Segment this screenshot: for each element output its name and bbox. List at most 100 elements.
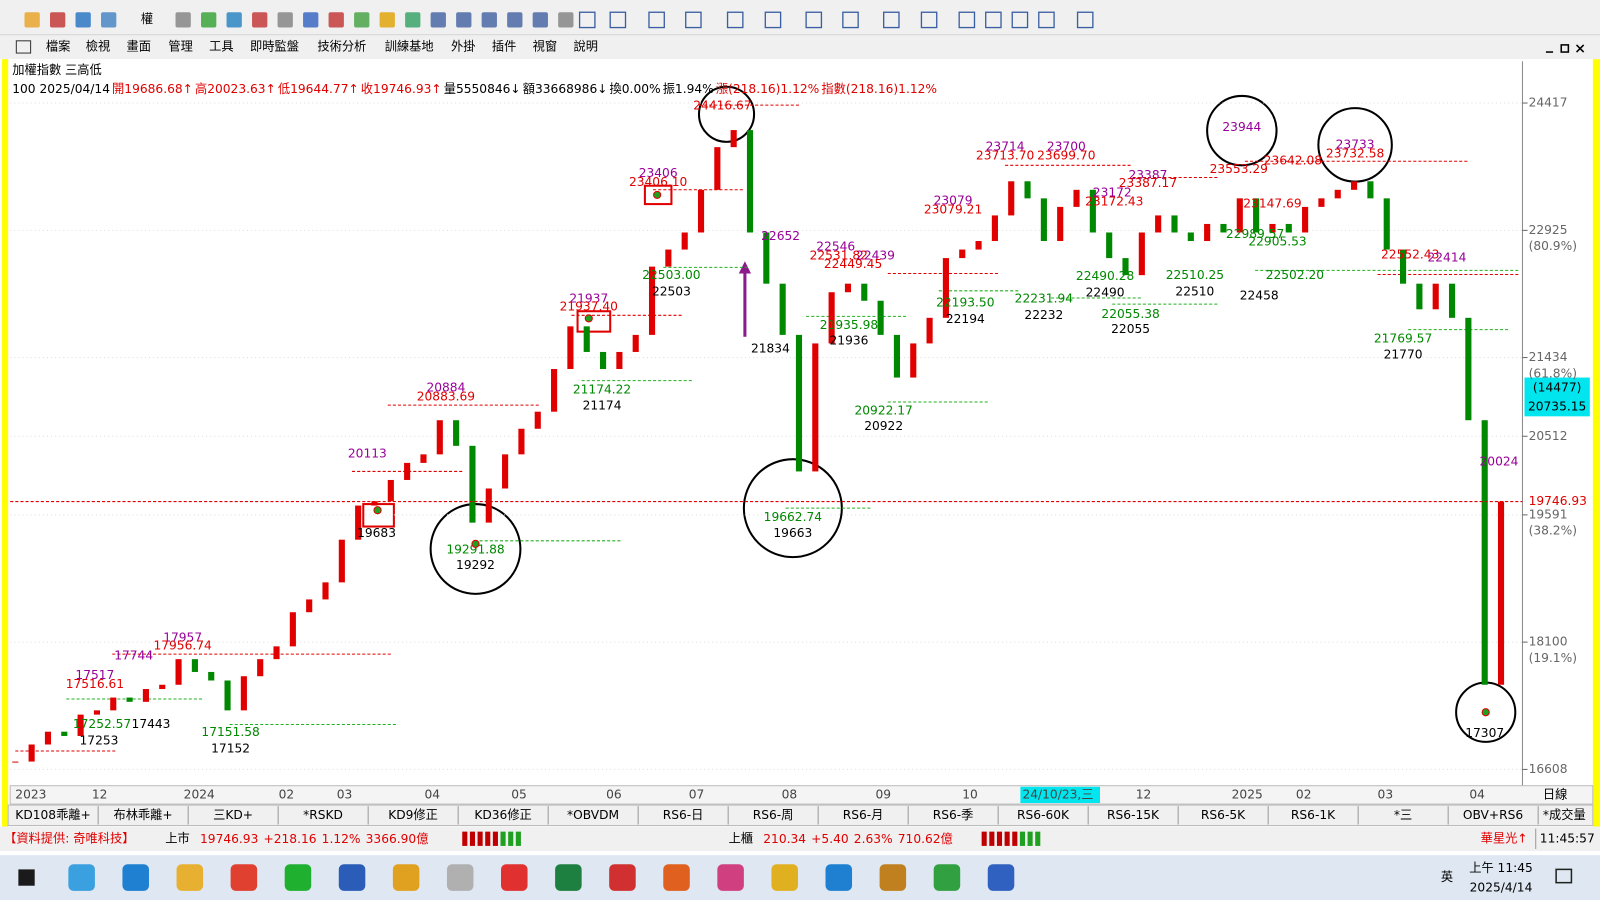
- tab[interactable]: *RSKD: [303, 808, 343, 822]
- tab[interactable]: RS6-5K: [1201, 808, 1246, 822]
- toolbar-icon[interactable]: [226, 12, 242, 28]
- toolbar-icon[interactable]: [201, 12, 217, 28]
- taskbar-icon[interactable]: [879, 864, 907, 891]
- taskbar-icon[interactable]: [230, 864, 258, 891]
- taskbar-icon[interactable]: [825, 864, 853, 891]
- toolbar-icon[interactable]: [842, 11, 859, 29]
- start-button[interactable]: [18, 869, 35, 886]
- taskbar-ime[interactable]: 英: [1441, 870, 1453, 884]
- taskbar-icon[interactable]: [122, 864, 149, 891]
- toolbar-icon[interactable]: [764, 11, 782, 29]
- toolbar-icon[interactable]: [1076, 11, 1094, 29]
- candle: [273, 646, 280, 660]
- toolbar-icon[interactable]: [481, 12, 497, 28]
- toolbar-icon[interactable]: [101, 12, 117, 28]
- toolbar-icon[interactable]: [958, 11, 976, 29]
- menu-item[interactable]: 工具: [209, 39, 233, 53]
- tab[interactable]: KD108乖離+: [15, 808, 91, 822]
- menu-item[interactable]: 訓練基地: [385, 38, 434, 53]
- toolbar-icon[interactable]: [175, 12, 191, 28]
- toolbar-icon[interactable]: [726, 11, 744, 29]
- tab[interactable]: KD9修正: [388, 807, 438, 822]
- toolbar-icon[interactable]: [883, 11, 900, 29]
- toolbar-icon[interactable]: [303, 12, 319, 28]
- toolbar-icon[interactable]: [50, 12, 66, 28]
- toolbar-icon[interactable]: [805, 11, 823, 29]
- tab[interactable]: *三: [1394, 808, 1412, 822]
- toolbar-icon[interactable]: [75, 12, 91, 28]
- toolbar-icon[interactable]: [354, 12, 370, 28]
- tab[interactable]: RS6-15K: [1107, 808, 1160, 822]
- taskbar-date[interactable]: 2025/4/14: [1470, 880, 1533, 894]
- taskbar-icon[interactable]: [609, 864, 636, 891]
- tab[interactable]: RS6-月: [843, 808, 884, 822]
- notification-icon[interactable]: [1555, 868, 1573, 884]
- toolbar-icon[interactable]: [648, 11, 665, 29]
- tab[interactable]: RS6-季: [933, 808, 974, 822]
- taskbar-icon[interactable]: [717, 864, 744, 891]
- toolbar-icon[interactable]: [24, 12, 40, 28]
- x-tick-label: 05: [511, 787, 527, 801]
- toolbar-icon[interactable]: [1011, 11, 1029, 29]
- toolbar-icon[interactable]: [685, 11, 702, 29]
- menu-item[interactable]: 檔案: [46, 38, 70, 53]
- tab[interactable]: *成交量: [1543, 807, 1586, 822]
- menu-item[interactable]: 視窗: [533, 38, 557, 53]
- taskbar-icon[interactable]: [176, 864, 204, 891]
- info-item: 額33668986↓: [523, 81, 608, 95]
- toolbar-icon[interactable]: [532, 12, 548, 28]
- status-bar-glyph: [462, 831, 468, 846]
- taskbar-icon[interactable]: [392, 864, 420, 891]
- toolbar-icon[interactable]: [985, 11, 1002, 29]
- menu-item[interactable]: 插件: [492, 39, 516, 53]
- taskbar-icon[interactable]: [555, 864, 582, 891]
- taskbar-icon[interactable]: [68, 864, 95, 891]
- info-item: 換0.00%: [610, 81, 661, 95]
- toolbar-icon[interactable]: [430, 12, 446, 28]
- toolbar-icon[interactable]: [456, 12, 472, 28]
- toolbar-icon[interactable]: [328, 12, 344, 28]
- taskbar-icon[interactable]: [987, 864, 1015, 891]
- taskbar-icon[interactable]: [338, 864, 366, 891]
- taskbar-icon[interactable]: [771, 864, 798, 891]
- toolbar-label[interactable]: 權: [141, 12, 153, 26]
- toolbar-icon[interactable]: [920, 11, 938, 29]
- menu-item[interactable]: 畫面: [127, 38, 151, 53]
- price-annotation: 21174: [583, 399, 622, 413]
- candle: [551, 369, 558, 412]
- menu-item[interactable]: 檢視: [86, 38, 110, 53]
- tab[interactable]: 布林乖離+: [113, 808, 172, 822]
- tab[interactable]: 三KD+: [213, 808, 253, 822]
- menu-item[interactable]: 管理: [168, 38, 192, 53]
- tab[interactable]: RS6-周: [753, 808, 794, 822]
- toolbar-icon[interactable]: [609, 11, 627, 29]
- menu-item[interactable]: 外掛: [451, 38, 475, 53]
- toolbar-icon[interactable]: [252, 12, 268, 28]
- taskbar-time[interactable]: 上午 11:45: [1469, 861, 1533, 875]
- menu-item[interactable]: 即時監盤: [250, 38, 299, 53]
- taskbar-icon[interactable]: [501, 864, 528, 891]
- taskbar-icon[interactable]: [663, 864, 690, 891]
- tab[interactable]: *OBVDM: [567, 808, 619, 822]
- toolbar-icon[interactable]: [507, 12, 523, 28]
- taskbar-icon[interactable]: [446, 864, 474, 891]
- menu-item[interactable]: 說明: [573, 38, 597, 53]
- tab[interactable]: RS6-60K: [1017, 808, 1070, 822]
- tab[interactable]: KD36修正: [474, 807, 531, 822]
- menu-item[interactable]: 技術分析: [317, 39, 366, 53]
- tab[interactable]: RS6-1K: [1291, 808, 1336, 822]
- tab[interactable]: OBV+RS6: [1463, 808, 1524, 822]
- toolbar-icon[interactable]: [1038, 11, 1055, 29]
- toolbar-icon[interactable]: [578, 11, 596, 29]
- status-values: 210.34 +5.40 2.63% 710.62億: [763, 831, 953, 845]
- toolbar-icon[interactable]: [277, 12, 293, 28]
- info-item: 量5550846↓: [444, 81, 521, 95]
- taskbar-icon[interactable]: [284, 864, 312, 891]
- candle: [1138, 232, 1145, 276]
- toolbar-icon[interactable]: [379, 12, 395, 28]
- tab[interactable]: RS6-日: [663, 808, 704, 822]
- toolbar-icon[interactable]: [558, 12, 574, 28]
- toolbar-icon[interactable]: [405, 12, 421, 28]
- taskbar-icon[interactable]: [933, 864, 961, 891]
- status-bar-glyph: [515, 831, 521, 846]
